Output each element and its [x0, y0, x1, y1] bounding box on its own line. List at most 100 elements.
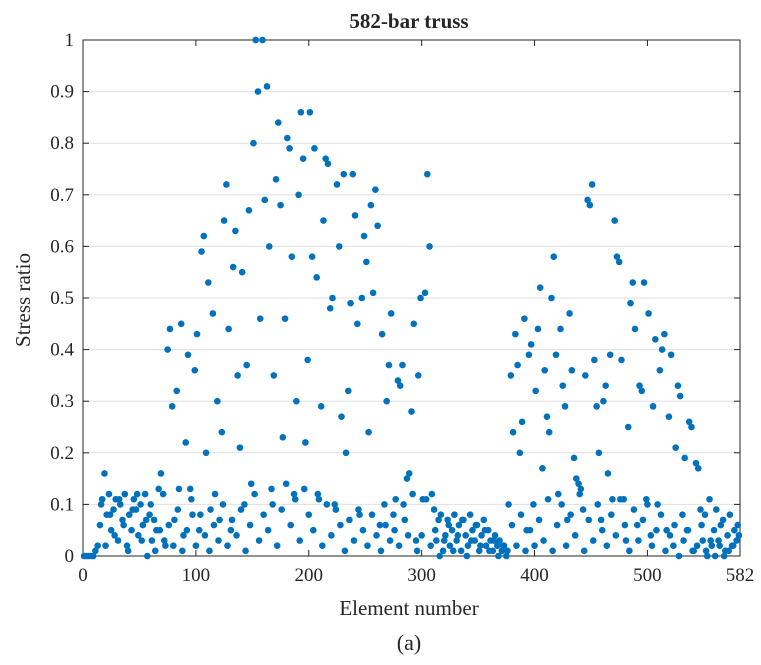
scatter-point	[541, 366, 549, 374]
scatter-point	[638, 387, 646, 395]
scatter-point	[720, 552, 728, 560]
scatter-point	[350, 537, 358, 544]
scatter-point	[631, 325, 639, 333]
scatter-point	[241, 501, 248, 508]
scatter-point	[648, 542, 656, 549]
scatter-point	[527, 341, 535, 348]
scatter-point	[252, 36, 260, 44]
scatter-point	[496, 537, 503, 544]
scatter-point	[191, 366, 199, 374]
scatter-point	[368, 511, 376, 519]
scatter-point	[712, 506, 720, 513]
scatter-point	[507, 372, 515, 379]
scatter-point	[295, 191, 302, 199]
scatter-point	[464, 542, 472, 549]
scatter-point	[508, 521, 516, 529]
scatter-point	[635, 537, 642, 544]
scatter-point	[516, 449, 524, 457]
scatter-point	[534, 325, 542, 333]
scatter-point	[543, 413, 551, 420]
scatter-point	[296, 537, 304, 544]
scatter-point	[656, 366, 664, 374]
scatter-point	[284, 134, 291, 142]
scatter-point	[512, 330, 519, 338]
scatter-point	[444, 516, 451, 524]
y-tick-label: 0.2	[50, 443, 74, 464]
scatter-point	[246, 521, 254, 529]
scatter-point	[386, 537, 394, 544]
scatter-point	[414, 372, 422, 379]
scatter-point	[349, 170, 357, 178]
scatter-point	[539, 464, 546, 472]
scatter-point	[123, 542, 131, 549]
y-tick-label: 0.7	[50, 185, 74, 206]
scatter-point	[391, 526, 398, 534]
scatter-point	[576, 490, 584, 498]
scatter-point	[430, 506, 438, 513]
chart-title: 582-bar truss	[349, 9, 468, 33]
scatter-point	[433, 537, 440, 544]
scatter-point	[477, 542, 484, 549]
scatter-point	[408, 408, 415, 415]
scatter-point	[139, 521, 147, 529]
scatter-point	[532, 387, 539, 395]
scatter-point	[521, 315, 528, 322]
y-tick-label: 0.9	[50, 82, 74, 103]
scatter-point	[365, 428, 372, 436]
scatter-point	[626, 547, 633, 555]
scatter-point	[151, 547, 159, 555]
scatter-point	[133, 490, 141, 498]
scatter-point	[579, 506, 587, 513]
scatter-point	[155, 485, 162, 493]
scatter-point	[448, 526, 456, 534]
scatter-point	[320, 217, 327, 224]
scatter-point	[209, 310, 217, 317]
scatter-point	[611, 217, 618, 224]
scatter-point	[364, 542, 371, 549]
scatter-point	[390, 511, 397, 519]
y-tick-label: 0.1	[50, 494, 74, 515]
x-tick-label: 400	[520, 565, 549, 586]
scatter-point	[526, 526, 534, 534]
scatter-point	[618, 356, 625, 364]
scatter-point	[215, 537, 222, 544]
scatter-point	[202, 449, 210, 457]
scatter-point	[180, 532, 187, 539]
scatter-point	[617, 495, 624, 503]
scatter-point	[314, 490, 322, 498]
scatter-point	[624, 423, 632, 431]
scatter-point	[417, 294, 424, 302]
scatter-point	[719, 516, 727, 524]
scatter-point	[575, 480, 582, 488]
scatter-point	[256, 315, 264, 322]
scatter-point	[629, 279, 637, 286]
scatter-point	[472, 521, 480, 529]
scatter-point	[570, 454, 578, 462]
scatter-point	[410, 320, 418, 328]
scatter-point	[724, 532, 731, 539]
scatter-point	[399, 361, 406, 369]
scatter-point	[493, 542, 501, 549]
scatter-point	[703, 552, 711, 560]
scatter-point	[404, 532, 412, 539]
scatter-point	[124, 547, 132, 555]
scatter-point	[598, 526, 606, 534]
scatter-point	[116, 501, 124, 508]
scatter-point	[716, 542, 723, 549]
scatter-point	[449, 547, 457, 555]
scatter-point	[182, 439, 190, 446]
scatter-point	[156, 526, 164, 534]
y-tick-label: 0.3	[50, 391, 74, 412]
scatter-point	[150, 516, 158, 524]
scatter-point	[675, 552, 683, 560]
scatter-point	[681, 454, 688, 462]
scatter-point	[192, 542, 200, 549]
scatter-point	[359, 526, 367, 534]
scatter-point	[613, 253, 621, 261]
scatter-point	[335, 243, 343, 250]
scatter-point	[286, 145, 293, 152]
scatter-point	[98, 495, 106, 503]
scatter-point	[107, 526, 115, 534]
scatter-point	[264, 526, 272, 534]
scatter-point	[367, 201, 375, 209]
